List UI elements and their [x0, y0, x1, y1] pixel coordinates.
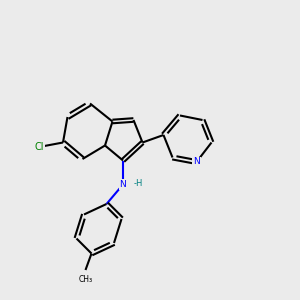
Text: Cl: Cl: [34, 142, 44, 152]
Text: CH₃: CH₃: [78, 274, 93, 284]
Text: -H: -H: [134, 178, 143, 188]
Text: N: N: [120, 180, 126, 189]
Text: N: N: [193, 158, 200, 166]
